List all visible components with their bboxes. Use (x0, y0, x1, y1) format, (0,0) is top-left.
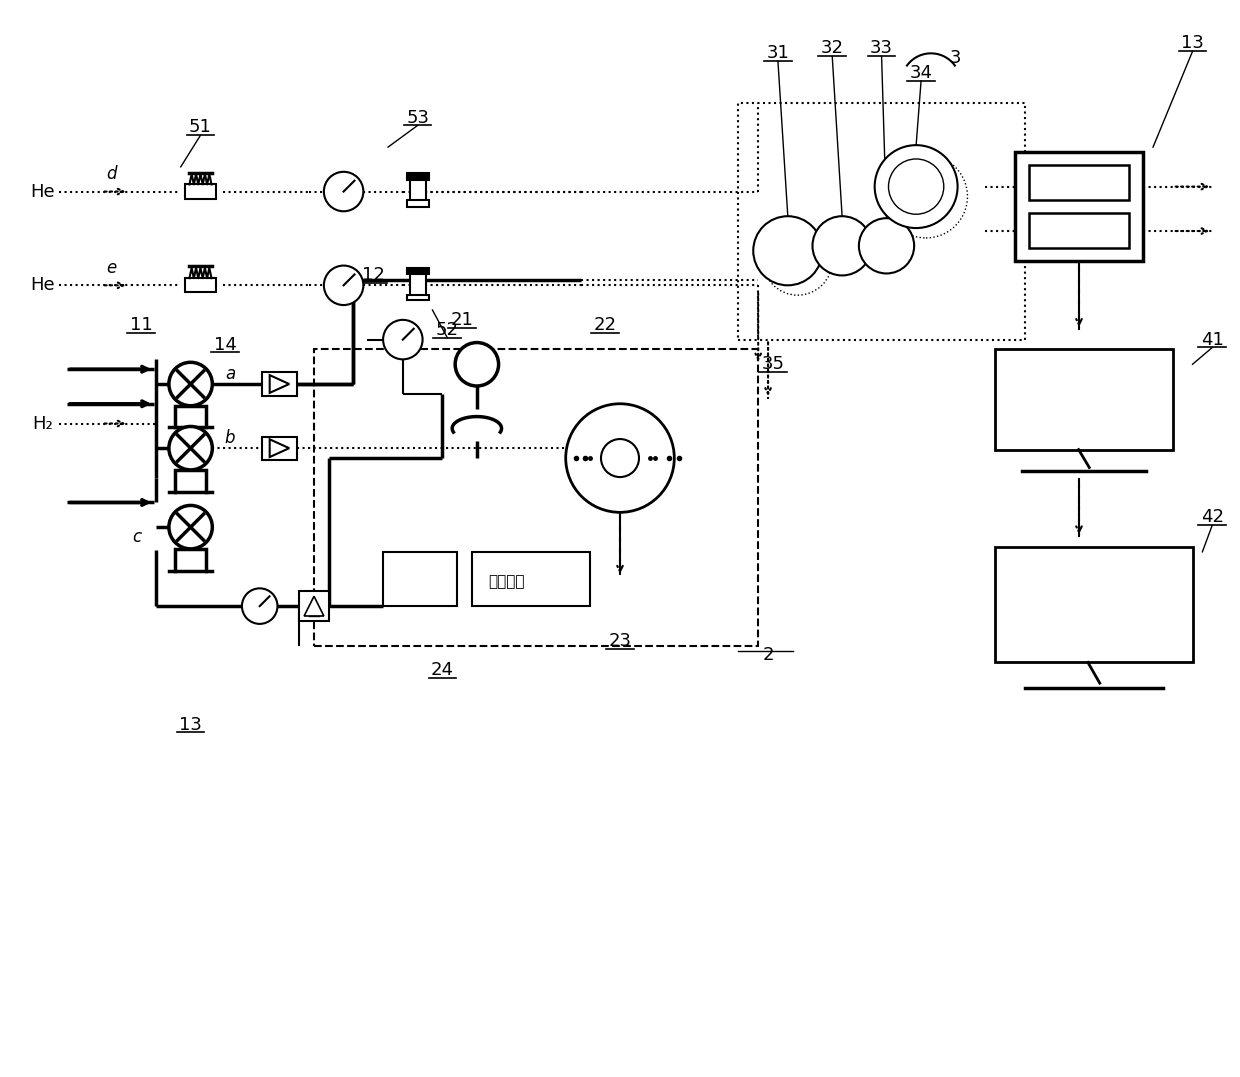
Bar (409, 180, 425, 204)
Bar (175, 470, 206, 491)
Text: a: a (224, 365, 236, 383)
Circle shape (601, 439, 639, 477)
Circle shape (324, 172, 363, 211)
Text: 12: 12 (362, 266, 384, 284)
Bar (383, 551, 458, 606)
Text: 13: 13 (179, 715, 202, 733)
Bar (407, 200, 429, 207)
Text: 24: 24 (430, 661, 454, 680)
Text: 14: 14 (213, 336, 237, 353)
Bar (409, 274, 425, 297)
Text: 23: 23 (609, 632, 631, 649)
Bar (175, 406, 206, 428)
Circle shape (753, 216, 822, 285)
Bar (185, 184, 216, 198)
Bar (299, 591, 329, 621)
Bar (407, 173, 429, 180)
Circle shape (169, 505, 212, 549)
Circle shape (242, 588, 278, 624)
Text: 51: 51 (188, 118, 212, 137)
Bar (262, 436, 298, 460)
Circle shape (324, 266, 363, 305)
Text: e: e (107, 258, 117, 277)
Text: 22: 22 (594, 316, 616, 334)
Bar (1029, 213, 1130, 248)
Bar (185, 278, 216, 293)
Text: 41: 41 (1200, 331, 1224, 349)
Bar (994, 349, 1173, 449)
Bar (407, 295, 429, 300)
Text: He: He (30, 277, 55, 294)
Text: 13: 13 (1180, 34, 1204, 53)
Text: 3: 3 (950, 50, 961, 67)
Circle shape (169, 362, 212, 406)
Text: d: d (107, 165, 117, 183)
Text: 42: 42 (1200, 508, 1224, 527)
Circle shape (874, 145, 957, 228)
Text: He: He (30, 182, 55, 200)
Text: 31: 31 (766, 44, 790, 62)
Circle shape (455, 342, 498, 386)
Bar (314, 349, 758, 645)
Circle shape (383, 320, 423, 360)
Text: 53: 53 (407, 109, 429, 126)
Circle shape (812, 216, 872, 276)
Text: b: b (224, 430, 236, 447)
Text: 2: 2 (763, 646, 774, 665)
Bar (739, 102, 1024, 339)
Bar (472, 551, 590, 606)
Text: 32: 32 (821, 40, 843, 57)
Bar (175, 549, 206, 571)
Text: 11: 11 (130, 316, 153, 334)
Bar (994, 547, 1193, 662)
Circle shape (169, 426, 212, 470)
Text: 21: 21 (450, 311, 474, 328)
Text: c: c (131, 528, 141, 546)
Text: 33: 33 (870, 40, 893, 57)
Text: 52: 52 (435, 321, 459, 339)
Circle shape (889, 159, 944, 214)
Text: 34: 34 (910, 64, 932, 82)
Bar (262, 373, 298, 395)
Bar (407, 268, 429, 274)
Text: 35: 35 (761, 355, 785, 374)
Text: 蒸汽鼓泡: 蒸汽鼓泡 (489, 574, 525, 589)
Bar (1029, 165, 1130, 200)
Bar (1014, 152, 1143, 261)
Circle shape (565, 404, 675, 513)
Text: H₂: H₂ (32, 415, 53, 433)
Circle shape (859, 219, 914, 274)
